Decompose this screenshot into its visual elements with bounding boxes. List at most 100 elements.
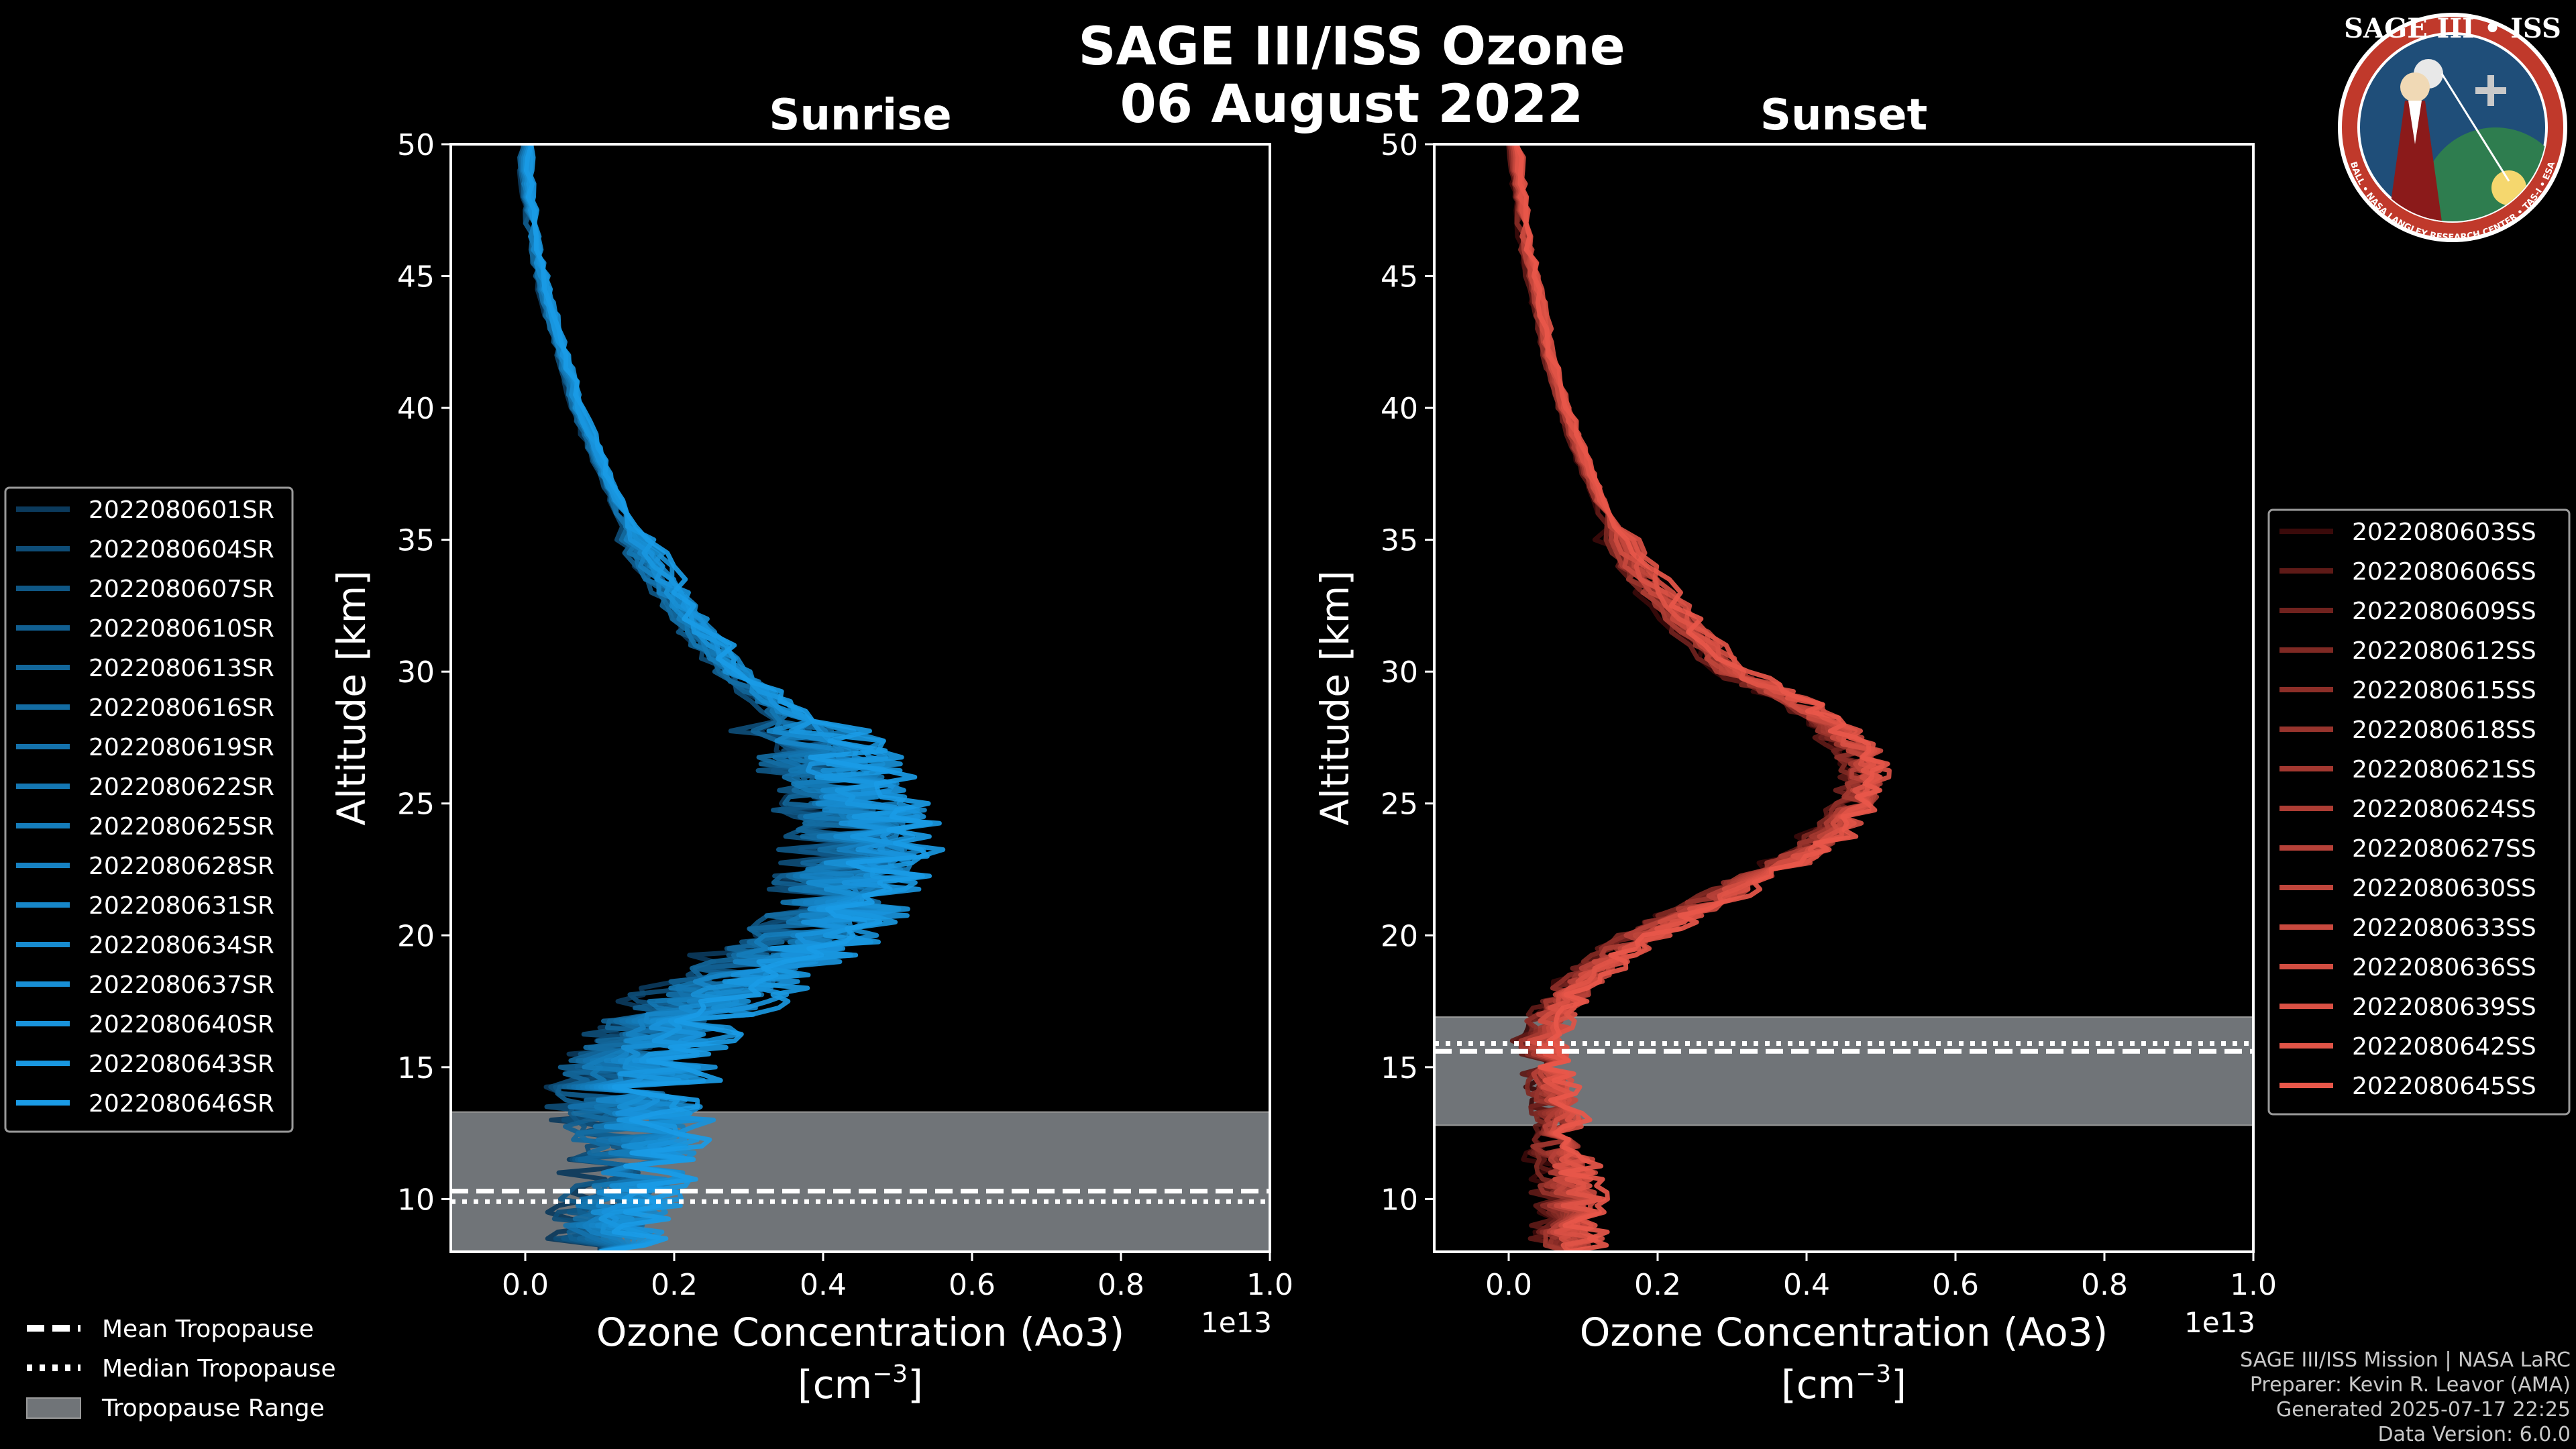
figure-title-line1: SAGE III/ISS Ozone [1078,17,1625,77]
y-tick-label: 15 [397,1051,435,1085]
sunrise-legend: 2022080601SR 2022080604SR 2022080607SR 2022… [4,486,294,1133]
legend-entry-2022080612SS: 2022080612SS [2352,637,2536,665]
sunset-legend: 2022080603SS 2022080606SS 2022080609SS 2022… [2267,508,2571,1116]
legend-entry-2022080646SR: 2022080646SR [89,1090,274,1118]
legend-entry-2022080603SS: 2022080603SS [2352,519,2536,546]
x-tick-label: 0.8 [1097,1268,1144,1302]
x-tick-label: 0.4 [800,1268,847,1302]
legend-entry-2022080609SS: 2022080609SS [2352,598,2536,625]
y-tick-label: 40 [1381,392,1418,426]
x-tick-label: 0.2 [1634,1268,1681,1302]
x-tick-label: 0.0 [502,1268,549,1302]
y-tick-label: 40 [397,392,435,426]
profile-line-2022080645SS [1514,144,1890,1252]
wizard-beard-icon [2408,101,2422,144]
figure-title-line2: 06 August 2022 [1120,74,1584,135]
y-tick-label: 20 [1381,919,1418,953]
y-tick-label: 45 [1381,260,1418,294]
profile-line-2022080643SR [526,144,946,1252]
legend-entry-2022080637SR: 2022080637SR [89,971,274,999]
plot-area [451,144,1270,1252]
y-tick-label: 25 [1381,788,1418,822]
panel-title: Sunset [1760,91,1927,140]
x-offset-label: 1e13 [2184,1306,2255,1339]
x-tick-label: 0.6 [949,1268,996,1302]
mean-tropopause-label: Mean Tropopause [102,1316,314,1343]
legend-entry-2022080610SR: 2022080610SR [89,615,274,643]
y-tick-label: 50 [1381,128,1418,162]
sunrise-panel: 10 15 20 25 30 35 40 45 50 0.0 0.2 0.4 0.6 0.8 1.0 1e13… [329,91,1293,1407]
x-axis-unit: [cm−3] [1781,1360,1907,1407]
x-axis-label: Ozone Concentration (Ao3) [596,1309,1125,1355]
credit-mission: SAGE III/ISS Mission | NASA LaRC [2240,1348,2571,1372]
legend-entry-2022080634SR: 2022080634SR [89,932,274,959]
y-tick-label: 25 [397,788,435,822]
legend-entry-2022080621SS: 2022080621SS [2352,756,2536,784]
legend-entry-2022080622SR: 2022080622SR [89,773,274,801]
tropopause-legend: Mean Tropopause Median Tropopause Tropop… [26,1316,336,1422]
axes-frame [449,143,1271,1253]
legend-entry-2022080636SS: 2022080636SS [2352,954,2536,981]
credit-data-version: Data Version: 6.0.0 [2378,1423,2571,1446]
legend-entry-2022080633SS: 2022080633SS [2352,914,2536,942]
x-offset-label: 1e13 [1201,1306,1272,1339]
x-axis-label: Ozone Concentration (Ao3) [1580,1309,2108,1355]
legend-entry-2022080606SS: 2022080606SS [2352,558,2536,586]
sage-mission-patch: SAGE III • ISS BALL • NASA LANGLEY RESEA… [2338,13,2567,243]
instrument-beam-icon [2440,73,2510,182]
legend-entry-2022080645SS: 2022080645SS [2352,1073,2536,1100]
x-tick-label: 0.0 [1485,1268,1532,1302]
legend-entry-2022080613SR: 2022080613SR [89,655,274,682]
legend-entry-2022080624SS: 2022080624SS [2352,796,2536,823]
wizard-robe-icon [2388,101,2442,221]
legend-entry-2022080607SR: 2022080607SR [89,576,274,603]
legend-entry-2022080640SR: 2022080640SR [89,1011,274,1038]
credits-block: SAGE III/ISS Mission | NASA LaRC Prepare… [2240,1348,2571,1446]
x-tick-label: 0.2 [651,1268,698,1302]
x-axis-unit: [cm−3] [798,1360,923,1407]
profile-line-2022080646SR [523,144,933,1252]
axes-frame [1433,143,2255,1253]
y-tick-label: 35 [397,524,435,558]
x-tick-label: 1.0 [1246,1268,1293,1302]
x-tick-label: 1.0 [2230,1268,2277,1302]
y-tick-label: 15 [1381,1051,1418,1085]
y-axis-label: Altitude [km] [1312,570,1358,825]
y-tick-label: 20 [397,919,435,953]
tropopause-range-label: Tropopause Range [101,1395,325,1422]
legend-entry-2022080630SS: 2022080630SS [2352,875,2536,902]
x-tick-label: 0.8 [2081,1268,2128,1302]
legend-entry-2022080616SR: 2022080616SR [89,694,274,722]
wizard-head-icon [2400,72,2430,102]
median-tropopause-label: Median Tropopause [102,1355,336,1383]
panel-title: Sunrise [769,91,951,140]
x-tick-label: 0.6 [1932,1268,1979,1302]
legend-entry-2022080631SR: 2022080631SR [89,892,274,920]
legend-entry-2022080627SS: 2022080627SS [2352,835,2536,863]
legend-box [2267,508,2571,1116]
plot-area [1434,144,2253,1252]
y-tick-label: 30 [1381,655,1418,690]
legend-entry-2022080601SR: 2022080601SR [89,496,274,524]
legend-box [4,486,294,1133]
x-tick-label: 0.4 [1783,1268,1830,1302]
legend-entry-2022080618SS: 2022080618SS [2352,716,2536,744]
legend-entry-2022080604SR: 2022080604SR [89,536,274,564]
legend-entry-2022080639SS: 2022080639SS [2352,994,2536,1021]
y-tick-label: 10 [1381,1183,1418,1217]
legend-entry-2022080615SS: 2022080615SS [2352,677,2536,704]
patch-title: SAGE III • ISS [2344,13,2561,44]
legend-entry-2022080628SR: 2022080628SR [89,853,274,880]
y-axis-label: Altitude [km] [329,570,374,825]
y-tick-label: 35 [1381,524,1418,558]
y-tick-label: 30 [397,655,435,690]
credit-preparer: Preparer: Kevin R. Leavor (AMA) [2250,1373,2571,1397]
y-tick-label: 45 [397,260,435,294]
legend-entry-2022080625SR: 2022080625SR [89,813,274,841]
legend-entry-2022080619SR: 2022080619SR [89,734,274,761]
tropopause-range-swatch [26,1397,81,1419]
earth-icon [2422,127,2546,221]
legend-entry-2022080642SS: 2022080642SS [2352,1033,2536,1061]
y-tick-label: 10 [397,1183,435,1217]
